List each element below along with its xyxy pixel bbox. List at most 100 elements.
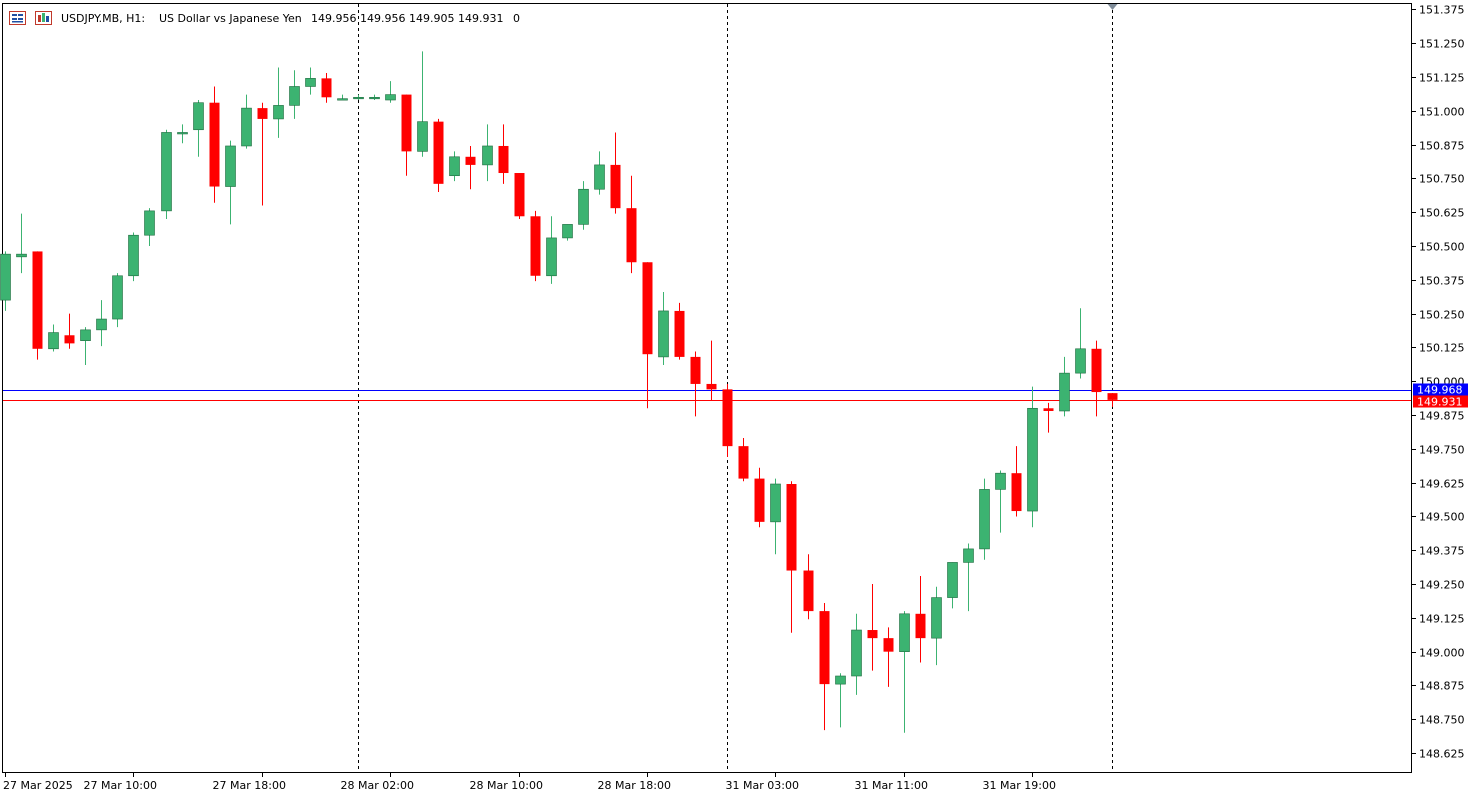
candle — [417, 51, 428, 157]
current-bar-marker-icon — [1107, 4, 1118, 10]
candle — [1107, 393, 1118, 407]
candle — [803, 554, 814, 620]
bear-candle-body — [722, 389, 733, 447]
ohlc-values: 149.956 149.956 149.905 149.931 — [311, 12, 503, 25]
candle — [449, 151, 460, 182]
bull-candle-body — [899, 613, 910, 652]
candle — [385, 81, 396, 103]
price-tick-label: 149.000 — [1419, 647, 1465, 660]
candle — [963, 543, 974, 612]
price-tick-label: 151.250 — [1419, 38, 1465, 51]
candle — [706, 340, 717, 401]
bear-candle-body — [738, 446, 749, 479]
price-tick-label: 150.750 — [1419, 173, 1465, 186]
bull-candle-body — [337, 98, 348, 101]
price-tick-label: 149.375 — [1419, 545, 1465, 558]
bull-candle-body — [851, 629, 862, 677]
bear-candle-body — [1011, 473, 1022, 512]
bear-candle-body — [819, 611, 830, 685]
time-tick-label: 27 Mar 2025 — [3, 779, 73, 792]
time-tick-label: 27 Mar 10:00 — [84, 779, 157, 792]
candle — [626, 175, 637, 274]
price-tick-label: 150.250 — [1419, 309, 1465, 322]
bear-candle-body — [786, 484, 797, 571]
bear-candle-body — [498, 145, 509, 174]
candle — [1059, 356, 1070, 417]
bear-candle-body — [257, 108, 268, 119]
candle — [899, 611, 910, 733]
candle — [337, 94, 348, 101]
bull-candle-body — [96, 318, 107, 331]
bull-candle-body — [289, 86, 300, 106]
price-tick-label: 151.375 — [1419, 4, 1465, 17]
candle — [64, 313, 75, 349]
bear-candle-body — [867, 630, 878, 639]
price-tick-label: 148.625 — [1419, 748, 1465, 761]
candle — [144, 208, 155, 247]
bear-candle-body — [915, 613, 926, 639]
bull-candle-body — [770, 483, 781, 523]
bear-candle-body — [706, 383, 717, 390]
candle — [289, 70, 300, 119]
price-tick-label: 148.750 — [1419, 714, 1465, 727]
chart-menu-icon[interactable] — [9, 11, 26, 25]
price-tick-label: 150.625 — [1419, 207, 1465, 220]
bull-candle-body — [177, 132, 188, 135]
candle — [594, 151, 605, 195]
bear-candle-body — [883, 638, 894, 652]
candle — [96, 300, 107, 347]
bear-candle-body — [754, 478, 765, 522]
time-axis[interactable]: 27 Mar 2025 27 Mar 10:00 27 Mar 18:00 28 Ma… — [3, 772, 1056, 792]
candle — [32, 251, 43, 360]
ask-price-label: 149.968 — [1417, 384, 1463, 397]
candlestick-series — [0, 51, 1118, 733]
bid-price-label: 149.931 — [1417, 396, 1463, 409]
bull-candle-body — [273, 105, 284, 120]
bull-candle-body — [305, 78, 316, 87]
bear-candle-body — [642, 262, 653, 355]
time-tick-label: 31 Mar 19:00 — [983, 779, 1056, 792]
candle — [610, 132, 621, 214]
bull-candle-body — [995, 472, 1006, 490]
candle — [674, 302, 685, 360]
bid-price-tag: 149.931 — [1413, 395, 1468, 409]
candle — [16, 213, 27, 274]
bull-candle-body — [594, 164, 605, 190]
candle — [1043, 402, 1054, 433]
candle — [305, 67, 316, 95]
candle — [1075, 308, 1086, 379]
candle — [867, 584, 878, 671]
time-tick-label: 28 Mar 02:00 — [341, 779, 414, 792]
time-tick-label: 28 Mar 18:00 — [598, 779, 671, 792]
candle — [947, 562, 958, 609]
candle — [995, 470, 1006, 533]
bull-candle-body — [193, 102, 204, 131]
ask-price-tag: 149.968 — [1413, 383, 1468, 397]
candle — [257, 102, 268, 206]
candle — [209, 86, 220, 203]
candle — [546, 216, 557, 284]
bull-candle-body — [0, 253, 11, 301]
time-tick-label: 31 Mar 11:00 — [855, 779, 928, 792]
chart-header: USDJPY.MB, H1: US Dollar vs Japanese Yen… — [9, 11, 520, 25]
candle — [353, 94, 364, 100]
indicator-list-icon[interactable] — [35, 11, 52, 25]
price-tick-label: 149.625 — [1419, 478, 1465, 491]
candle — [80, 327, 91, 366]
bear-candle-body — [674, 310, 685, 357]
bear-candle-body — [209, 102, 220, 187]
time-tick-label: 27 Mar 18:00 — [213, 779, 286, 792]
time-tick-label: 31 Mar 03:00 — [726, 779, 799, 792]
bear-candle-body — [530, 216, 541, 276]
price-axis[interactable]: 151.375 151.250 151.125 151.000 150.875 150.7… — [1411, 4, 1465, 761]
price-tick-label: 149.875 — [1419, 410, 1465, 423]
candle — [722, 383, 733, 457]
bear-candle-body — [1043, 408, 1054, 411]
bull-candle-body — [144, 210, 155, 236]
candle — [241, 94, 252, 149]
candle — [112, 273, 123, 328]
bull-candle-body — [80, 329, 91, 341]
candle — [819, 602, 830, 731]
price-lines — [3, 390, 1411, 401]
